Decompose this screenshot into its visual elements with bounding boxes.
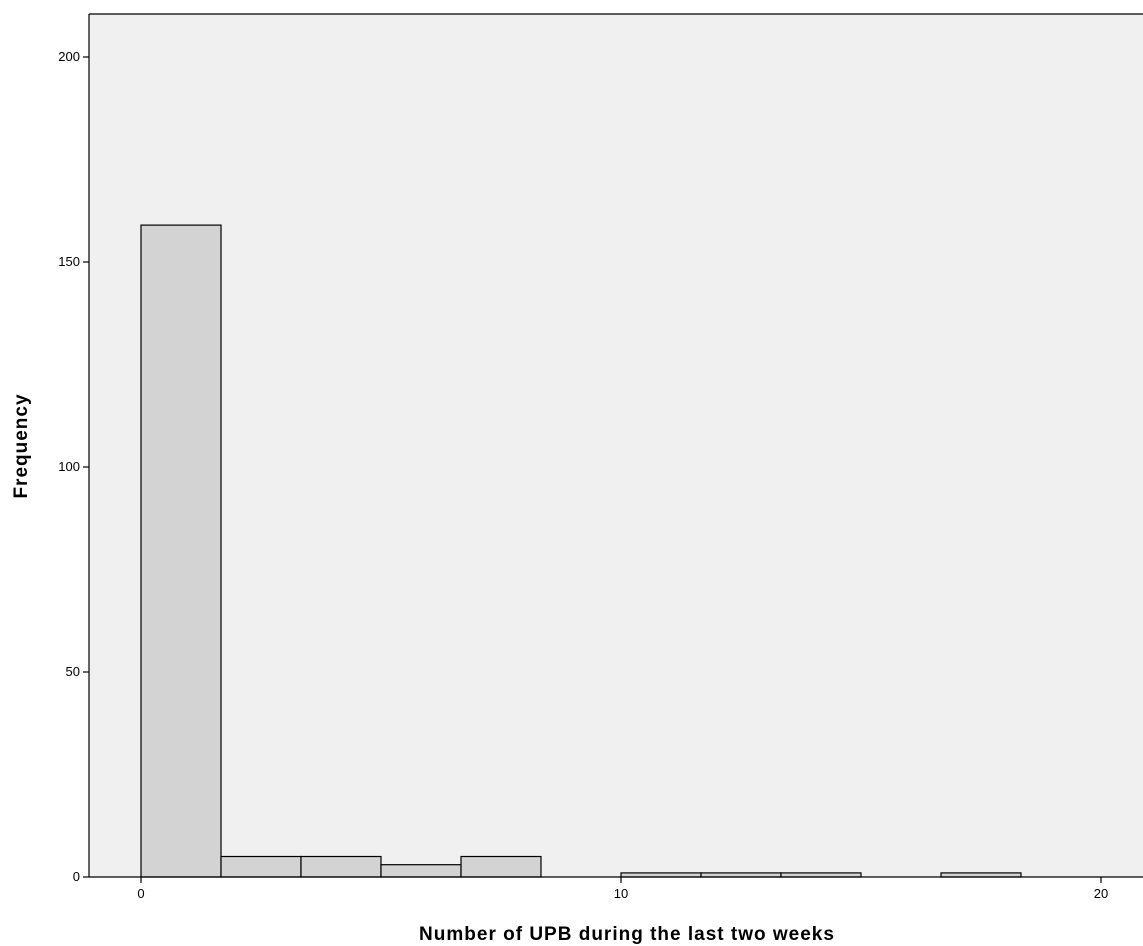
histogram-bar-2 (300, 855, 382, 878)
histogram-bar-4 (460, 855, 542, 878)
histogram-bar-8 (940, 872, 1022, 878)
histogram-bar-3 (380, 864, 462, 878)
plot-area-background (89, 14, 1143, 877)
y-axis-ticks: 0 50 100 150 200 (58, 49, 89, 884)
histogram-bar-5 (620, 872, 702, 878)
y-axis-label: Frequency (11, 393, 32, 498)
histogram-bar-6 (700, 872, 782, 878)
x-tick-label-10: 10 (614, 886, 628, 901)
histogram-bar-1 (220, 855, 302, 878)
x-tick-label-0: 0 (137, 886, 144, 901)
histogram-bar-0 (140, 224, 222, 878)
x-axis-label: Number of UPB during the last two weeks (419, 924, 835, 945)
y-tick-label-100: 100 (58, 459, 80, 474)
y-tick-label-50: 50 (66, 664, 80, 679)
x-tick-label-20: 20 (1094, 886, 1108, 901)
y-tick-label-0: 0 (73, 869, 80, 884)
y-tick-label-200: 200 (58, 49, 80, 64)
histogram-bar-7 (780, 872, 862, 878)
axes (88, 13, 1143, 878)
x-axis-ticks: 010203040 (137, 877, 1108, 901)
y-tick-label-150: 150 (58, 254, 80, 269)
